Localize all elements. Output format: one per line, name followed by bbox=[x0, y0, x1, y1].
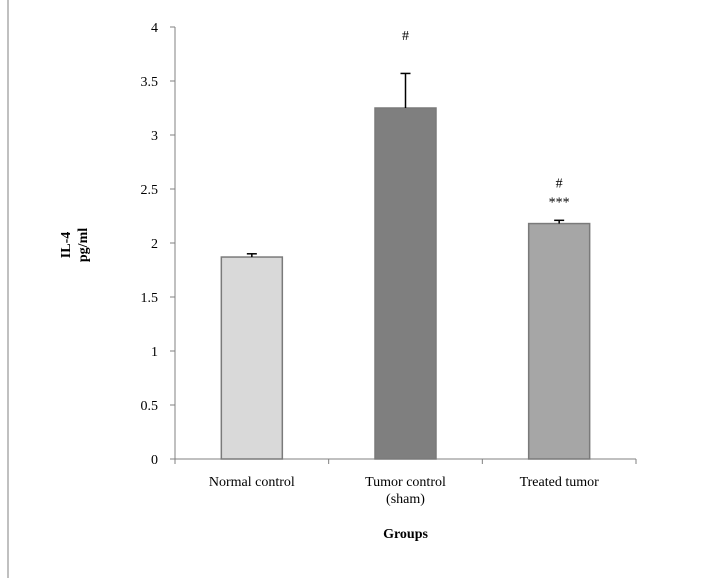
y-tick-label: 0.5 bbox=[141, 399, 159, 414]
y-tick-label: 0 bbox=[151, 453, 158, 468]
x-tick-label: (sham) bbox=[386, 492, 425, 507]
bar bbox=[527, 222, 591, 460]
y-tick-label: 4 bbox=[151, 21, 158, 36]
x-tick-label: Treated tumor bbox=[520, 475, 600, 490]
significance-annotation: *** bbox=[549, 195, 570, 210]
y-axis-title-line: IL-4 bbox=[59, 232, 74, 258]
y-tick-label: 2 bbox=[151, 237, 158, 252]
labels: 0 0.5 1 1.5 2 2.5 3 3.5 4 Normal control Tumor con… bbox=[59, 21, 599, 542]
y-axis-title: IL-4 pg/ml bbox=[59, 228, 91, 262]
x-axis-title: Groups bbox=[383, 527, 428, 542]
y-tick-label: 1.5 bbox=[141, 291, 159, 306]
y-tick-label: 2.5 bbox=[141, 183, 159, 198]
x-tick-label: Tumor control bbox=[365, 475, 446, 490]
y-tick-label: 3.5 bbox=[141, 75, 159, 90]
y-tick-label: 1 bbox=[151, 345, 158, 360]
significance-annotation: # bbox=[556, 176, 563, 191]
bar bbox=[374, 107, 437, 460]
x-tick-label: Normal control bbox=[209, 475, 295, 490]
bar bbox=[220, 256, 284, 460]
y-tick-label: 3 bbox=[151, 129, 158, 144]
y-axis-title-line: pg/ml bbox=[76, 228, 91, 262]
bars bbox=[220, 72, 591, 460]
significance-annotation: # bbox=[402, 29, 409, 44]
